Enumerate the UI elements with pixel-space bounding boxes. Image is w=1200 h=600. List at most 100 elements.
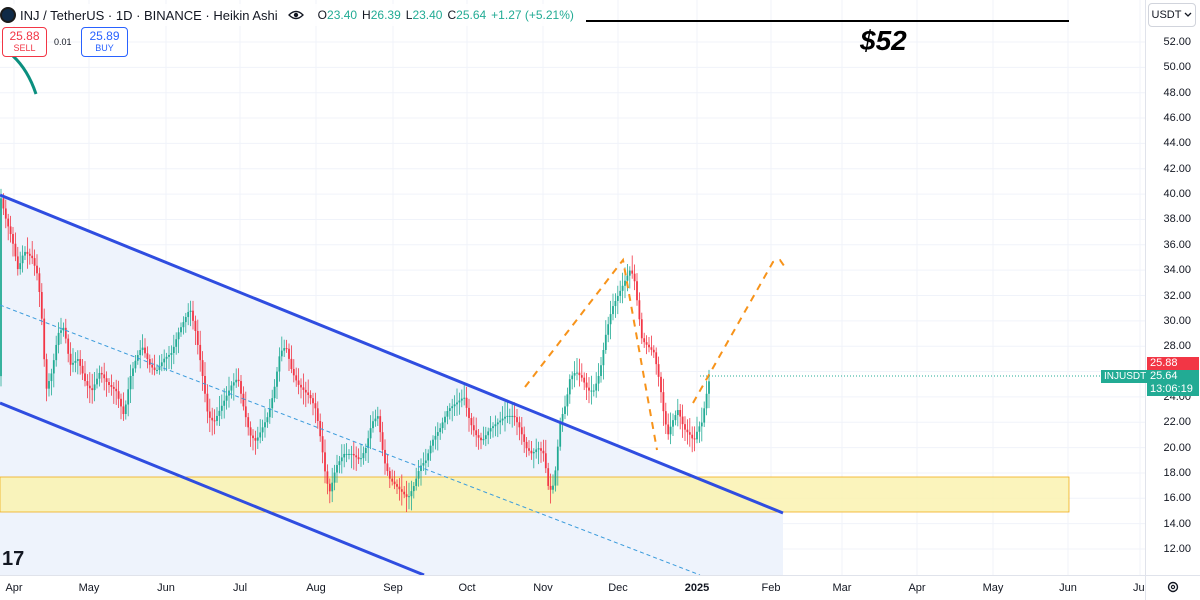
candle-body: [376, 416, 379, 419]
candle-body: [230, 385, 233, 391]
candle-body: [153, 367, 156, 371]
candle-body: [218, 410, 221, 416]
candle-body: [556, 446, 559, 471]
price-tick-label: 28.00: [1163, 340, 1191, 353]
support-zone[interactable]: [0, 476, 1070, 513]
buy-button[interactable]: 25.89 BUY: [81, 27, 128, 57]
ohlc-high: H26.39: [362, 8, 401, 22]
candle-body: [472, 425, 475, 431]
candle-body: [91, 388, 94, 391]
candle-body: [532, 452, 535, 454]
candle-body: [280, 350, 283, 357]
candle-body: [429, 445, 432, 454]
candle-body: [504, 416, 506, 419]
candle-body: [184, 317, 187, 323]
candle-body: [139, 350, 142, 356]
target-annotation[interactable]: $52: [860, 25, 907, 56]
candle-body: [74, 360, 77, 363]
currency-button[interactable]: USDT: [1148, 3, 1196, 27]
candle-body: [146, 353, 149, 360]
candle-body: [355, 455, 358, 458]
candle-body: [643, 338, 646, 343]
candle-body: [33, 258, 36, 266]
channel-lower-line[interactable]: [0, 401, 425, 575]
candle-body: [235, 379, 238, 383]
candle-body: [168, 354, 170, 357]
candle-body: [571, 375, 574, 380]
candle-body: [633, 273, 636, 282]
candle-body: [163, 358, 166, 363]
candle-body: [688, 432, 691, 435]
projection-path-future[interactable]: [692, 258, 788, 404]
candle-body: [489, 428, 492, 432]
candle-body: [624, 280, 626, 286]
chevron-down-icon: [1185, 12, 1192, 17]
candle-body: [660, 376, 662, 393]
candle-body: [206, 393, 209, 412]
candle-body: [628, 270, 631, 276]
candle-body: [98, 372, 101, 379]
candle-body: [290, 358, 293, 370]
eye-icon[interactable]: [287, 9, 304, 21]
price-tick-label: 32.00: [1163, 289, 1191, 302]
candle-body: [300, 384, 302, 388]
candle-body: [196, 330, 199, 345]
candle-body: [612, 306, 614, 315]
candle-body: [664, 411, 667, 425]
candle-body: [530, 450, 533, 454]
ohlc-change: +1.27 (+5.21%): [491, 8, 574, 22]
candle-body: [307, 392, 310, 395]
candle-body: [492, 426, 494, 429]
candle-body: [340, 457, 343, 462]
price-chart[interactable]: [0, 0, 1145, 575]
channel-upper-line[interactable]: [0, 193, 784, 515]
candle-body: [213, 420, 216, 422]
candle-body: [208, 411, 211, 418]
candle-body: [448, 408, 451, 412]
candle-body: [0, 198, 2, 377]
candle-body: [316, 408, 319, 421]
symbol-price-tag: INJUSDT: [1101, 370, 1150, 383]
candle-body: [547, 468, 550, 486]
candle-body: [261, 427, 264, 433]
candle-body: [578, 372, 581, 376]
candle-body: [576, 372, 578, 374]
candle-body: [410, 491, 413, 497]
candle-body: [391, 478, 394, 482]
candle-body: [64, 327, 67, 339]
candle-body: [681, 416, 684, 425]
time-tick-label: Apr: [5, 582, 23, 594]
candle-body: [436, 432, 439, 436]
candle-body: [232, 382, 235, 386]
candle-body: [614, 300, 617, 307]
gear-icon[interactable]: [1166, 580, 1180, 594]
candle-body: [585, 382, 588, 388]
candle-body: [108, 382, 110, 386]
candle-body: [554, 470, 557, 486]
sell-button[interactable]: 25.88 SELL: [2, 27, 47, 57]
candle-body: [220, 405, 223, 411]
time-axis[interactable]: Apr May Jun Jul Aug Sep Oct Nov Dec 2025 Feb Mar Apr…: [0, 575, 1147, 600]
candle-body: [244, 406, 247, 418]
candle-body: [607, 324, 610, 335]
candle-body: [362, 453, 365, 459]
inj-logo-icon: [0, 7, 16, 23]
currency-label: USDT: [1151, 9, 1182, 21]
candle-body: [398, 486, 401, 490]
projection-path-past[interactable]: [524, 257, 658, 451]
candle-body: [24, 251, 26, 256]
candle-body: [122, 406, 125, 415]
symbol-title[interactable]: INJ / TetherUS · 1D · BINANCE · Heikin A…: [20, 7, 278, 23]
candle-body: [602, 350, 605, 366]
price-axis[interactable]: 52.00 50.00 48.00 46.00 44.00 42.00 40.00 38.00…: [1145, 0, 1200, 575]
candle-body: [295, 375, 298, 381]
candle-body: [604, 334, 607, 351]
candle-body: [2, 198, 5, 209]
candle-body: [475, 430, 478, 436]
time-tick-label: Mar: [832, 582, 852, 594]
candle-body: [266, 417, 269, 423]
candle-body: [302, 387, 305, 390]
candle-body: [631, 270, 634, 274]
candle-body: [367, 438, 370, 449]
candle-body: [568, 379, 571, 395]
